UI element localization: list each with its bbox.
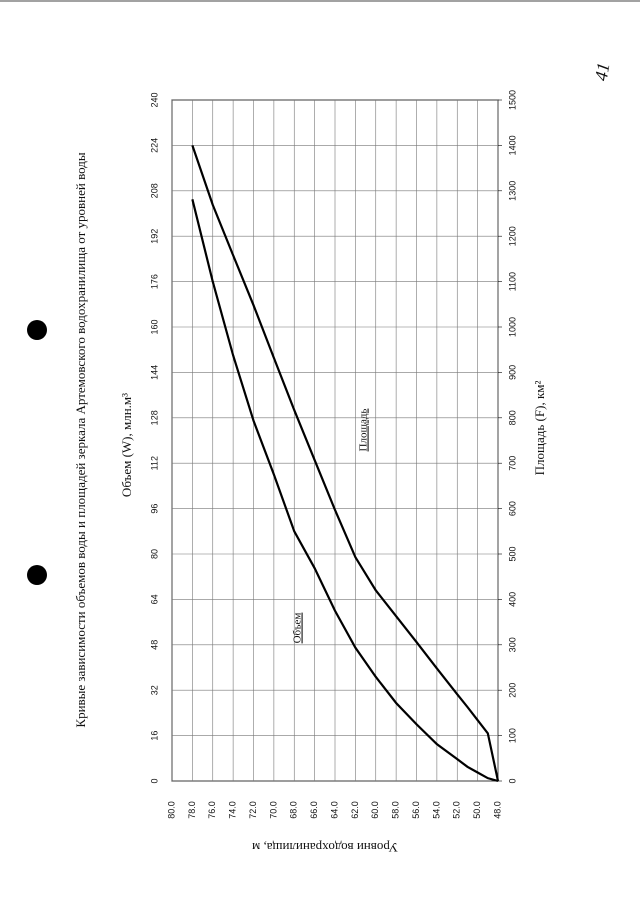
y-tick-label: 60.0: [370, 801, 380, 819]
x-tick-label: 224: [149, 138, 159, 153]
y-tick-label: 76.0: [207, 801, 217, 819]
y-tick-label: 66.0: [309, 801, 319, 819]
y-tick-label: 78.0: [187, 801, 197, 819]
y-tick-label: 64.0: [329, 801, 339, 819]
x2-tick-label: 1100: [507, 272, 517, 291]
curve: [191, 145, 500, 782]
x-tick-label: 96: [149, 504, 159, 514]
x2-tick-label: 100: [507, 728, 517, 743]
x2-tick-label: 700: [507, 456, 517, 471]
x2-tick-label: 200: [507, 683, 517, 698]
x2-tick-label: 1400: [507, 135, 517, 155]
curve-label: Площадь: [358, 409, 370, 452]
x-tick-label: 128: [149, 410, 159, 425]
x-tick-label: 160: [149, 319, 159, 334]
y-tick-label: 54.0: [431, 801, 441, 819]
x-tick-label: 64: [149, 594, 159, 604]
x-tick-label: 192: [149, 229, 159, 244]
x2-tick-label: 400: [507, 592, 517, 607]
y-tick-label: 80.0: [166, 801, 176, 819]
x2-tick-label: 1200: [507, 226, 517, 246]
punch-hole: [27, 565, 47, 585]
y-tick-label: 68.0: [289, 801, 299, 819]
x-tick-label: 16: [149, 731, 159, 741]
x-tick-label: 0: [149, 778, 159, 783]
y-tick-label: 50.0: [472, 801, 482, 819]
chart-title: Кривые зависимости объемов воды и площад…: [73, 152, 88, 727]
x-axis-label: Объем (W), млн.м³: [119, 393, 134, 497]
x2-tick-label: 800: [507, 410, 517, 425]
x2-tick-label: 900: [507, 365, 517, 380]
y-tick-label: 72.0: [248, 801, 258, 819]
y-tick-label: 74.0: [228, 801, 238, 819]
x-tick-label: 32: [149, 685, 159, 695]
punch-hole: [27, 320, 47, 340]
y-tick-label: 48.0: [492, 801, 502, 819]
x2-tick-label: 1000: [507, 317, 517, 337]
y-tick-label: 70.0: [268, 801, 278, 819]
y-tick-label: 58.0: [391, 801, 401, 819]
y-tick-label: 56.0: [411, 801, 421, 819]
x2-tick-label: 0: [507, 778, 517, 783]
y-tick-label: 62.0: [350, 801, 360, 819]
x2-axis-label: Площадь (F), км²: [532, 381, 547, 476]
x-tick-label: 208: [149, 183, 159, 198]
x2-tick-label: 500: [507, 546, 517, 561]
y-axis-label: Уровни водохранилища, м: [252, 840, 398, 855]
curve-label: Объем: [292, 613, 304, 644]
x-tick-label: 80: [149, 549, 159, 559]
x-tick-label: 240: [149, 92, 159, 107]
x2-tick-label: 600: [507, 501, 517, 516]
curve: [191, 199, 499, 783]
x2-tick-label: 300: [507, 637, 517, 652]
y-tick-label: 52.0: [452, 801, 462, 819]
x-tick-label: 144: [149, 365, 159, 380]
x2-tick-label: 1300: [507, 181, 517, 201]
x-tick-label: 112: [149, 456, 159, 470]
x2-tick-label: 1500: [507, 90, 517, 110]
x-tick-label: 176: [149, 274, 159, 289]
x-tick-label: 48: [149, 640, 159, 650]
page-number: 41: [591, 61, 614, 82]
